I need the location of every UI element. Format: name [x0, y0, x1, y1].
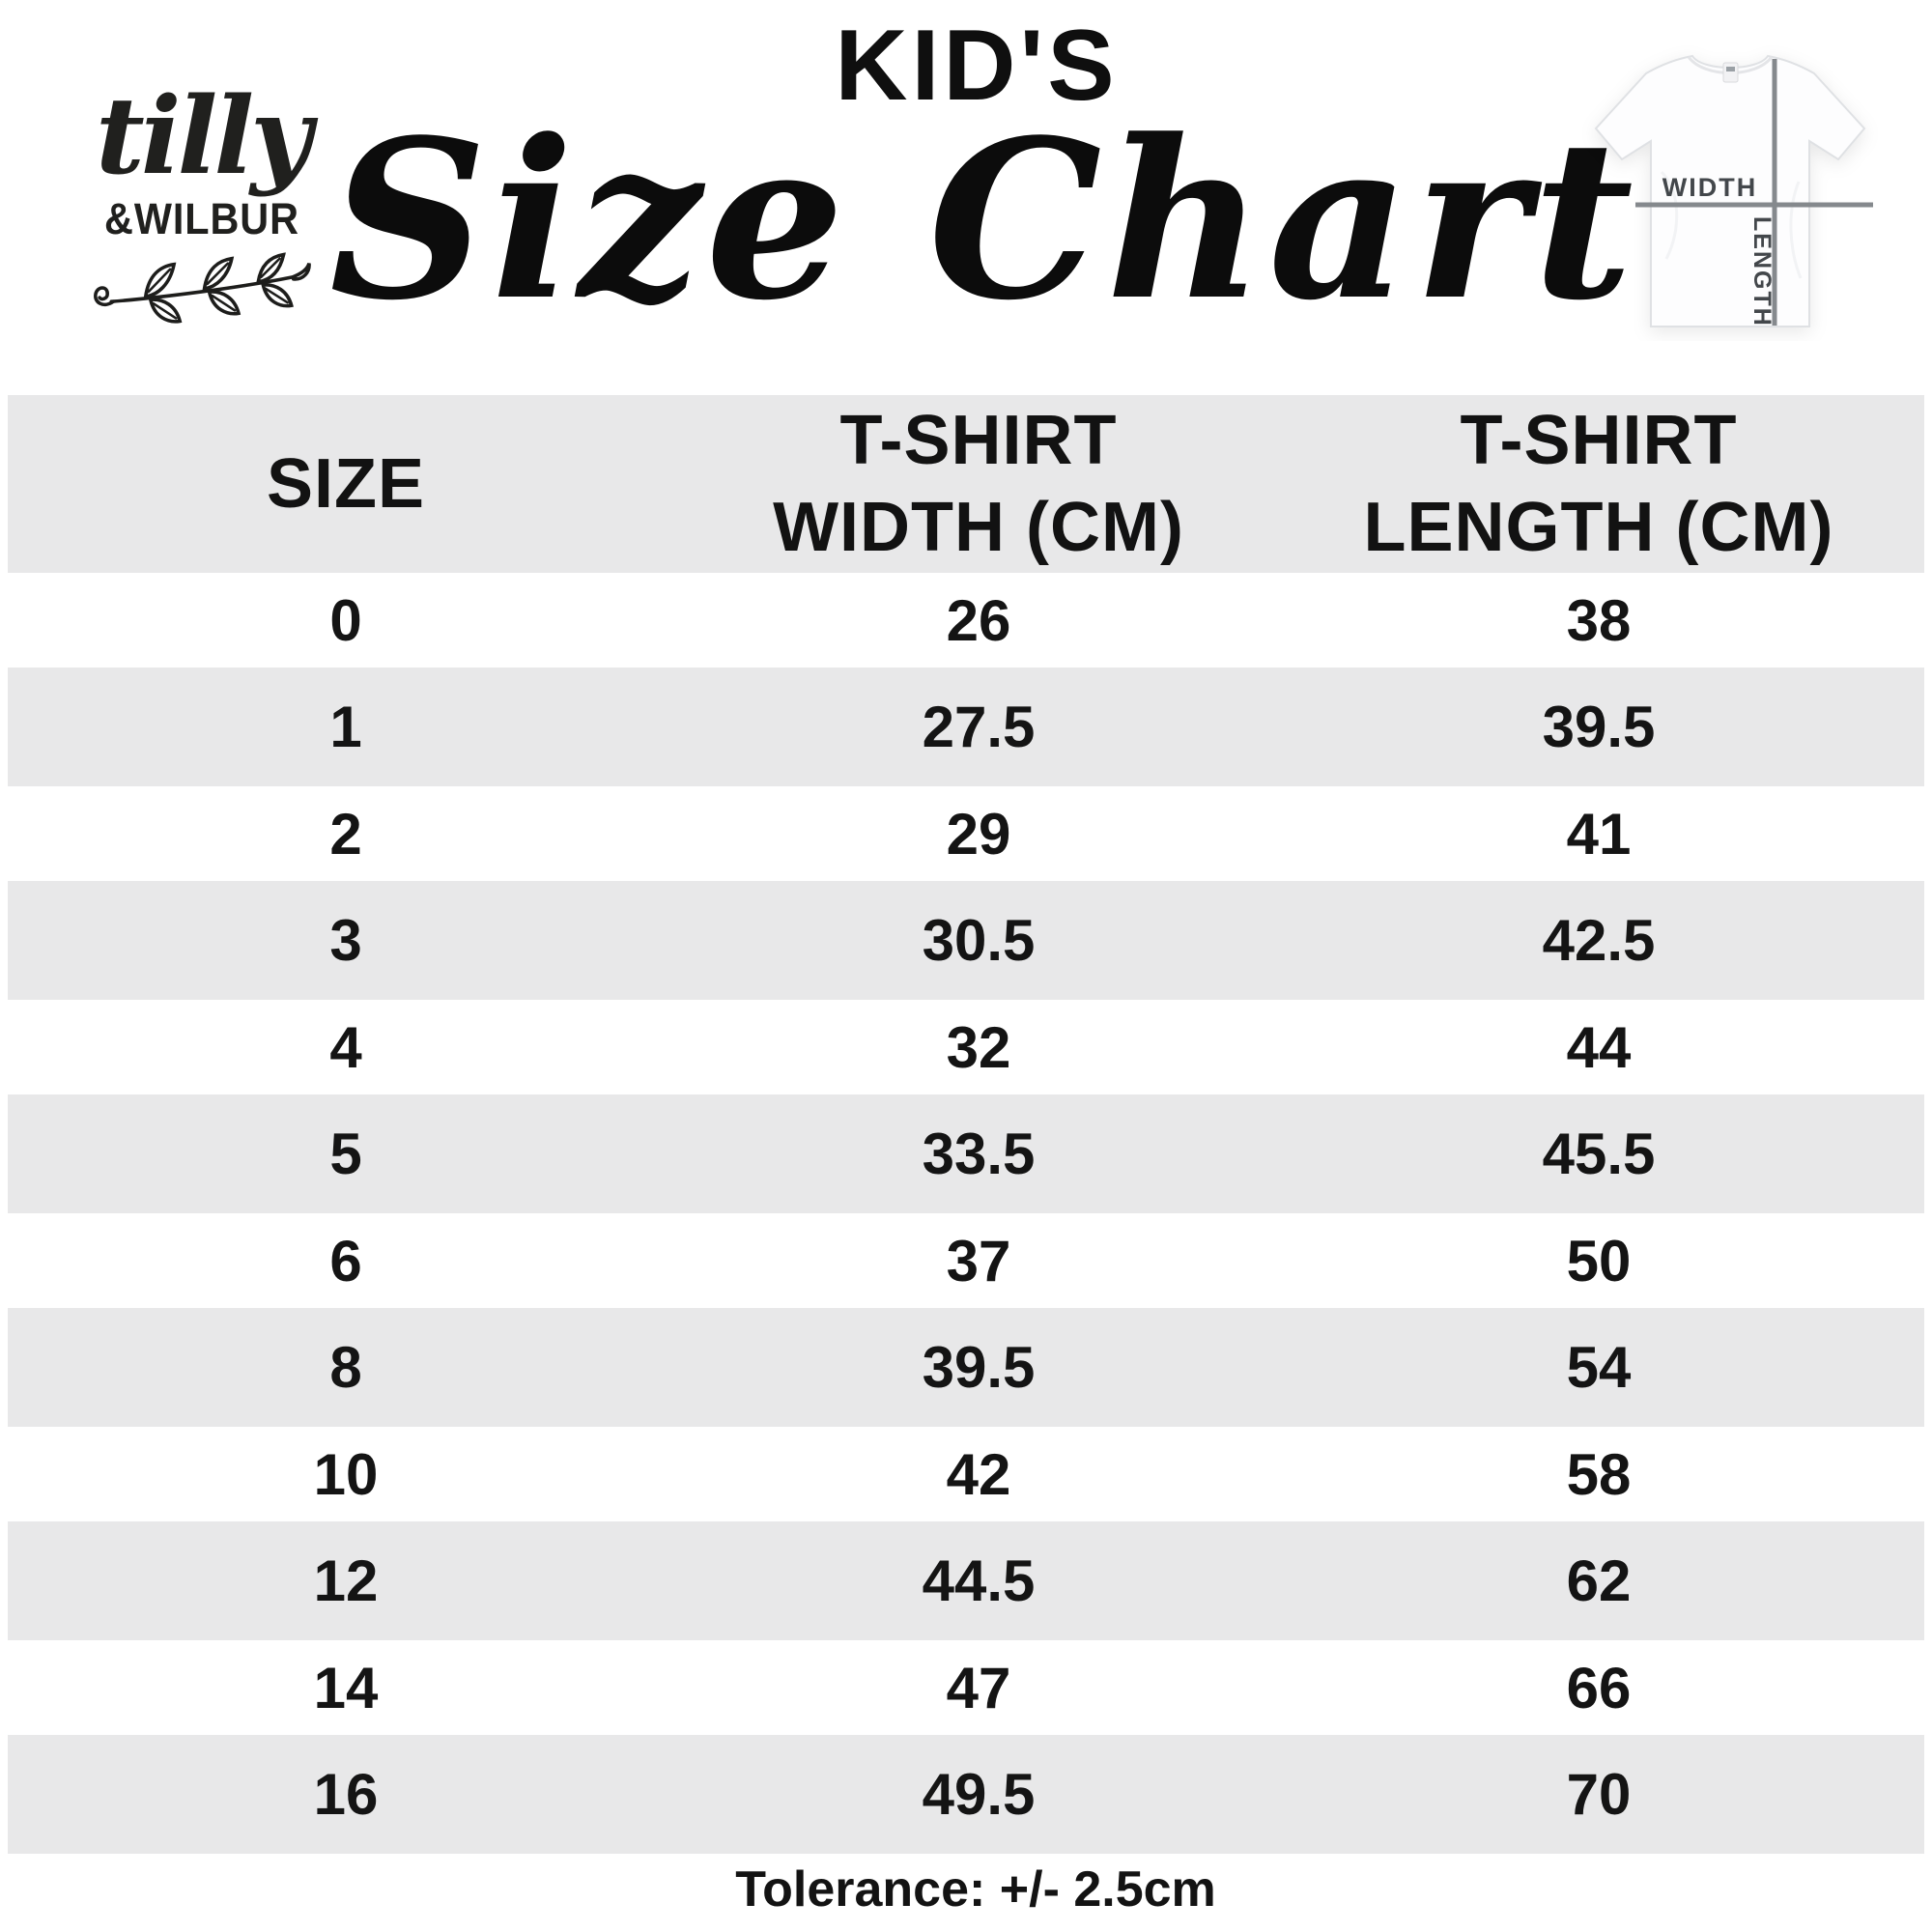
cell-size: 14 [313, 1655, 379, 1720]
cell-width: 33.5 [922, 1122, 1036, 1186]
brand-logo: tilly &WILBUR [81, 83, 323, 324]
cell-size: 6 [329, 1228, 362, 1293]
cell-length: 70 [1566, 1762, 1632, 1827]
cell-width: 49.5 [922, 1762, 1036, 1827]
cell-length: 38 [1566, 587, 1632, 653]
table-row: 12 44.5 62 [8, 1521, 1924, 1640]
table-row: 14 47 66 [8, 1640, 1924, 1735]
table-row: 2 29 41 [8, 786, 1924, 881]
cell-width: 47 [946, 1655, 1011, 1720]
cell-width: 26 [946, 587, 1011, 653]
neck-tag [1722, 62, 1739, 83]
cell-length: 41 [1566, 801, 1632, 867]
cell-length: 42.5 [1542, 908, 1656, 973]
cell-width: 39.5 [922, 1335, 1036, 1400]
cell-size: 8 [329, 1335, 362, 1400]
cell-length: 54 [1566, 1335, 1632, 1400]
title-main: Size Chart [329, 93, 1637, 349]
cell-length: 45.5 [1542, 1122, 1656, 1186]
cell-size: 0 [329, 587, 362, 653]
table-row: 1 27.5 39.5 [8, 668, 1924, 786]
cell-length: 66 [1566, 1655, 1632, 1720]
cell-size: 2 [329, 801, 362, 867]
width-label: WIDTH [1662, 173, 1757, 202]
column-header-width: T-SHIRT WIDTH (CM) [773, 402, 1184, 566]
cell-size: 16 [313, 1762, 379, 1827]
cell-length: 39.5 [1542, 695, 1656, 759]
title-kicker: KID'S [835, 10, 1119, 122]
table-row: 0 26 38 [8, 573, 1924, 668]
table-row: 10 42 58 [8, 1427, 1924, 1521]
cell-width: 32 [946, 1014, 1011, 1080]
cell-width: 29 [946, 801, 1011, 867]
column-header-size: SIZE [266, 445, 426, 523]
table-row: 8 39.5 54 [8, 1308, 1924, 1427]
cell-length: 50 [1566, 1228, 1632, 1293]
tolerance-note: Tolerance: +/- 2.5cm [735, 1861, 1216, 1918]
cell-size: 10 [313, 1441, 379, 1507]
size-table: SIZE T-SHIRT WIDTH (CM) T-SHIRT LENGTH (… [8, 395, 1924, 1854]
cell-size: 5 [329, 1122, 362, 1186]
cell-size: 1 [329, 695, 362, 759]
cell-length: 62 [1566, 1548, 1632, 1613]
table-row: 16 49.5 70 [8, 1735, 1924, 1854]
column-header-length: T-SHIRT LENGTH (CM) [1363, 402, 1834, 566]
table-row: 6 37 50 [8, 1213, 1924, 1308]
laurel-branch-icon [94, 252, 311, 324]
cell-size: 4 [329, 1014, 362, 1080]
tshirt-measurement-diagram: WIDTH LENGTH [1594, 54, 1873, 327]
table-row: 5 33.5 45.5 [8, 1094, 1924, 1213]
cell-size: 12 [313, 1548, 379, 1613]
cell-width: 30.5 [922, 908, 1036, 973]
cell-width: 27.5 [922, 695, 1036, 759]
cell-length: 44 [1566, 1014, 1632, 1080]
length-label: LENGTH [1748, 216, 1776, 327]
table-row: 3 30.5 42.5 [8, 881, 1924, 1000]
brand-name-script: tilly [95, 73, 312, 198]
table-row: 4 32 44 [8, 1000, 1924, 1094]
cell-width: 37 [946, 1228, 1011, 1293]
cell-length: 58 [1566, 1441, 1632, 1507]
cell-width: 42 [946, 1441, 1011, 1507]
cell-width: 44.5 [922, 1548, 1036, 1613]
brand-name-caps: &WILBUR [104, 194, 299, 243]
table-header-row: SIZE T-SHIRT WIDTH (CM) T-SHIRT LENGTH (… [8, 395, 1924, 573]
cell-size: 3 [329, 908, 362, 973]
tshirt-icon [1594, 54, 1866, 327]
